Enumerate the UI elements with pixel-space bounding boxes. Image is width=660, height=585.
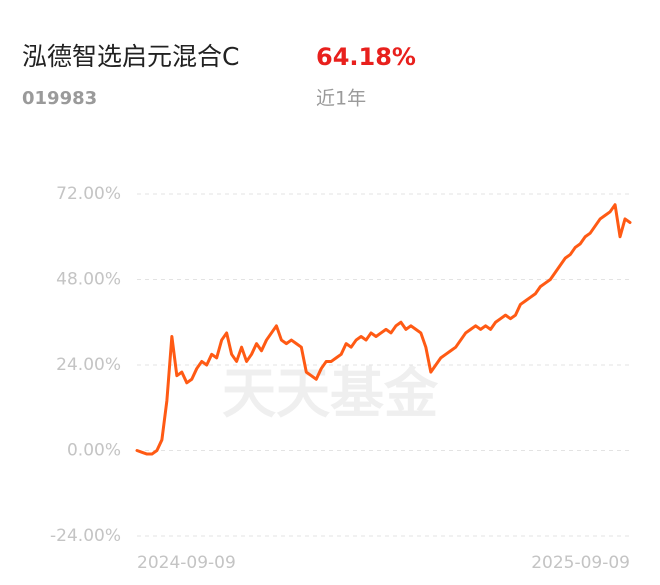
- fund-code: 019983: [22, 88, 97, 109]
- y-tick-label: 24.00%: [56, 355, 121, 375]
- y-tick-label: 48.00%: [56, 270, 121, 290]
- period: 近1年: [316, 88, 366, 110]
- series-line: [135, 203, 632, 456]
- y-tick-label: -24.00%: [50, 526, 121, 546]
- watermark: 天天基金: [222, 361, 439, 425]
- x-tick-label: 2024-09-09: [137, 553, 236, 573]
- fund-return: 64.18%: [316, 43, 416, 71]
- y-tick-label: 72.00%: [56, 184, 121, 204]
- fund-title: 泓德智选启元混合C: [22, 42, 239, 71]
- y-tick-label: 0.00%: [67, 441, 121, 461]
- x-tick-label: 2025-09-09: [531, 553, 630, 573]
